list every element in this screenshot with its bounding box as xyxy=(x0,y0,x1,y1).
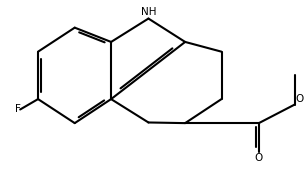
Text: NH: NH xyxy=(141,7,156,17)
Text: O: O xyxy=(255,153,263,163)
Text: O: O xyxy=(295,94,304,104)
Text: F: F xyxy=(15,104,21,114)
